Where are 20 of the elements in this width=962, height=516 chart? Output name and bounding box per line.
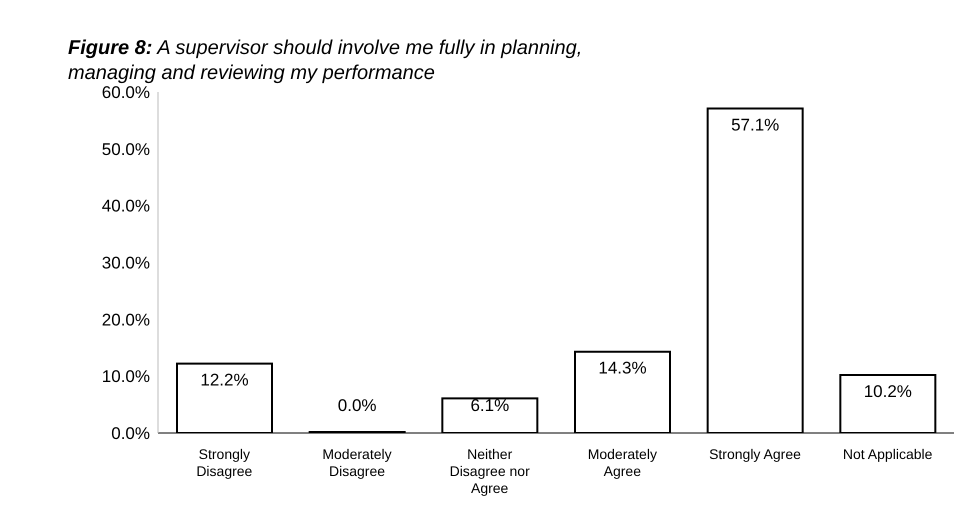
x-tick-label: Strongly Disagree: [196, 446, 253, 479]
data-label: 6.1%: [470, 396, 510, 415]
y-tick-label: 50.0%: [102, 140, 150, 159]
data-label: 12.2%: [200, 370, 249, 390]
x-tick-label: Neither Disagree nor Agree: [450, 446, 530, 496]
data-label: 57.1%: [731, 115, 780, 134]
data-label: 14.3%: [598, 358, 647, 378]
y-tick-label: 60.0%: [102, 83, 150, 102]
y-tick-label: 20.0%: [102, 310, 150, 330]
y-tick-label: 30.0%: [102, 254, 150, 273]
x-tick-label: Moderately Disagree: [322, 446, 392, 479]
data-label: 0.0%: [338, 396, 377, 415]
y-tick-label: 0.0%: [111, 424, 150, 444]
x-tick-label: Not Applicable: [842, 446, 933, 462]
y-tick-label: 40.0%: [102, 196, 150, 216]
data-label: 10.2%: [864, 382, 912, 402]
x-tick-label: Strongly Agree: [709, 446, 802, 462]
y-tick-label: 10.0%: [102, 367, 150, 386]
x-tick-label: Moderately Agree: [588, 446, 657, 479]
chart-title: Figure 8: A supervisor should involve me fully in planning, managing and reviewing my performance: [68, 37, 582, 84]
